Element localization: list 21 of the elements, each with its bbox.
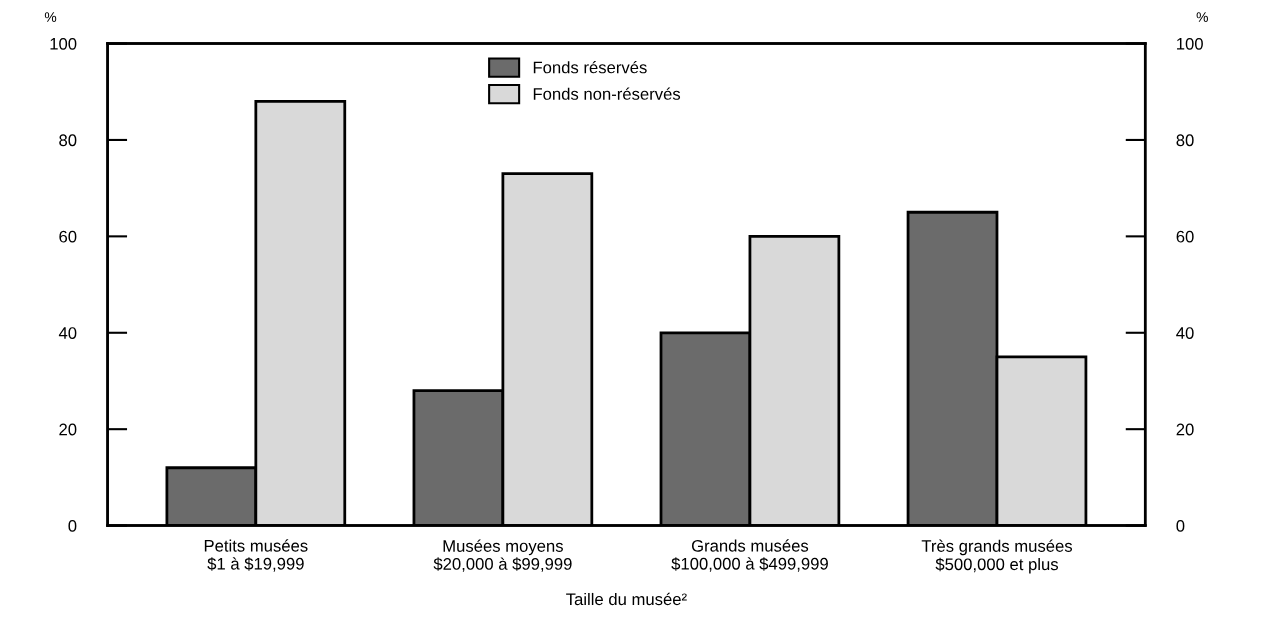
x-tick-label: Musées moyens $20,000 à $99,999 [433, 539, 572, 572]
y-tick-label: 60 [59, 230, 77, 243]
y-tick-label: 80 [59, 134, 77, 147]
y2-tick-label: 80 [1176, 134, 1194, 147]
x-tick-label: Très grands musées $500,000 et plus [921, 539, 1073, 574]
legend-label: Fonds non-réservés [533, 87, 681, 100]
x-tick-label: Grands musées $100,000 à $499,999 [671, 539, 828, 572]
x-axis-title: Taille du musée² [566, 592, 687, 606]
y2-tick-label: 0 [1176, 519, 1185, 532]
y2-tick-label: 60 [1176, 230, 1194, 243]
y-tick-label: 100 [50, 37, 77, 50]
legend-label: Fonds réservés [533, 60, 647, 74]
y2-axis-title: % [1196, 12, 1208, 22]
y-axis-title: % [44, 12, 57, 22]
y2-tick-label: 20 [1176, 423, 1194, 436]
y2-tick-label: 100 [1177, 37, 1203, 50]
y-tick-label: 0 [68, 519, 77, 532]
y-tick-label: 20 [59, 423, 77, 436]
y2-tick-label: 40 [1176, 327, 1194, 339]
x-tick-label: Petits musées $1 à $19,999 [204, 539, 308, 572]
y-tick-label: 40 [58, 327, 77, 339]
